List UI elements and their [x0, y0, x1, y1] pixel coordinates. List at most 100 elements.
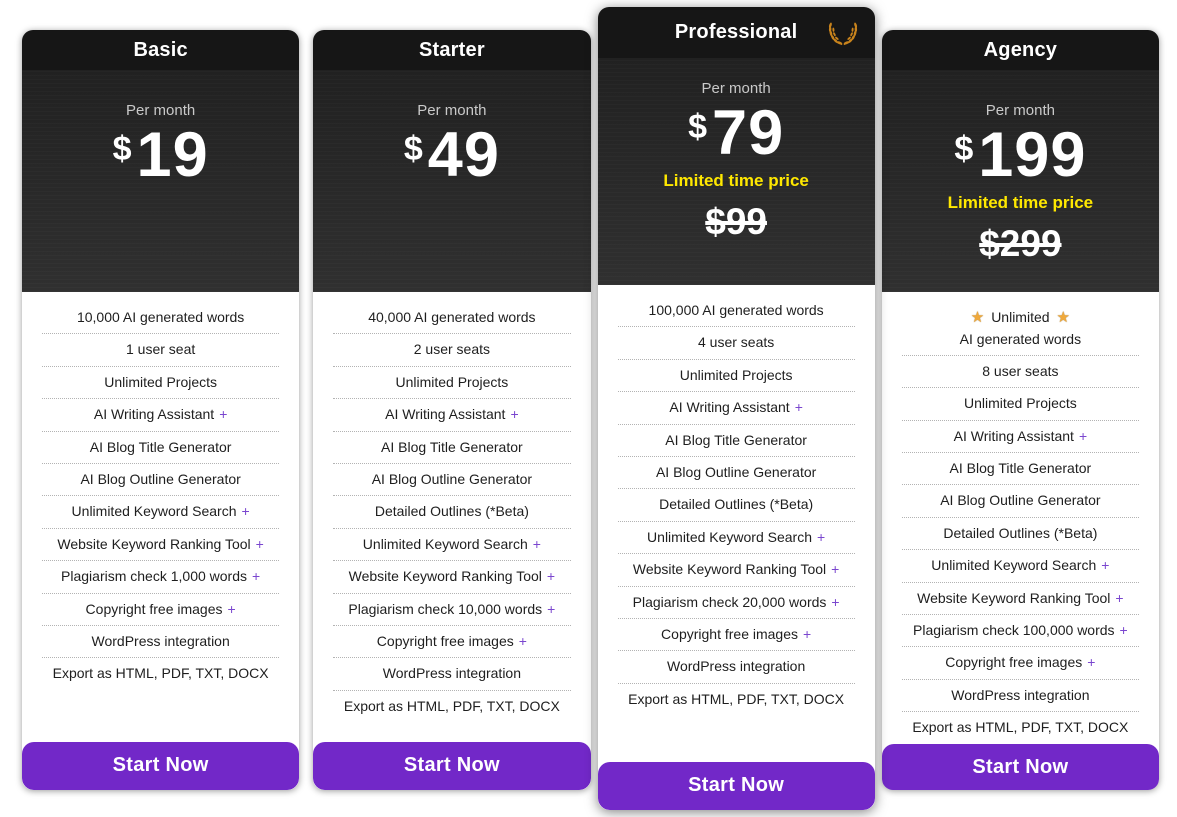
feature-item: Plagiarism check 20,000 words +: [617, 587, 855, 619]
price: $199: [882, 119, 1159, 191]
feature-text: Unlimited Projects: [395, 373, 509, 390]
feature-item: 40,000 AI generated words: [333, 302, 571, 335]
feature-text: 4 user seats: [697, 334, 775, 351]
feature-text: Copyright free images: [661, 625, 798, 642]
feature-item: Plagiarism check 100,000 words +: [901, 615, 1139, 648]
plus-expand-icon[interactable]: +: [1115, 589, 1124, 606]
feature-item: AI Writing Assistant +: [901, 421, 1139, 454]
feature-text: AI Blog Outline Generator: [80, 470, 241, 487]
feature-item: 10,000 AI generated words: [42, 302, 280, 335]
plan-header: Agency: [881, 30, 1159, 70]
plus-expand-icon[interactable]: +: [219, 406, 228, 423]
plus-expand-icon[interactable]: +: [817, 528, 826, 545]
feature-item: AI Writing Assistant +: [617, 392, 855, 425]
start-now-button[interactable]: Start Now: [597, 762, 875, 810]
feature-text-line: Plagiarism check 1,000 words +: [42, 568, 279, 585]
feature-text-line: Unlimited Projects: [618, 366, 855, 383]
feature-text: Export as HTML, PDF, TXT, DOCX: [343, 697, 560, 714]
feature-list: ★ Unlimited ★ AI generated words 8 user seat…: [882, 292, 1159, 744]
price: $19: [22, 119, 299, 191]
plus-expand-icon[interactable]: +: [518, 632, 527, 649]
old-price-strikethrough: $99: [705, 201, 767, 242]
feature-text-line: Copyright free images +: [618, 625, 855, 642]
feature-text-line: Plagiarism check 100,000 words +: [902, 622, 1139, 639]
feature-item: AI Writing Assistant +: [333, 399, 571, 432]
plus-expand-icon[interactable]: +: [1101, 557, 1110, 574]
price-section: Per month $19: [22, 70, 300, 292]
plus-expand-icon[interactable]: +: [252, 568, 261, 585]
feature-text: AI Blog Title Generator: [89, 438, 232, 455]
feature-text: WordPress integration: [667, 658, 806, 675]
feature-item: AI Blog Title Generator: [617, 425, 855, 457]
start-now-button[interactable]: Start Now: [881, 743, 1159, 790]
feature-item: Export as HTML, PDF, TXT, DOCX: [902, 712, 1139, 743]
plan-name: Agency: [983, 38, 1058, 61]
plus-expand-icon[interactable]: +: [255, 535, 264, 552]
feature-text-line: Website Keyword Ranking Tool +: [902, 589, 1139, 606]
plus-expand-icon[interactable]: +: [532, 535, 541, 552]
feature-text: AI Blog Title Generator: [949, 460, 1092, 477]
feature-item: Export as HTML, PDF, TXT, DOCX: [42, 658, 279, 689]
feature-item: WordPress integration: [333, 658, 571, 691]
feature-text: Copyright free images: [945, 654, 1083, 671]
limited-time-banner: Limited time price: [882, 193, 1159, 213]
feature-text: Unlimited Projects: [679, 366, 793, 383]
plus-expand-icon[interactable]: +: [1087, 654, 1096, 671]
plus-expand-icon[interactable]: +: [227, 600, 236, 617]
pricing-card-professional: Professional: [597, 7, 875, 810]
feature-item: Copyright free images +: [333, 626, 571, 659]
feature-text-line: Detailed Outlines (*Beta): [902, 524, 1139, 541]
feature-text: 1 user seat: [125, 341, 196, 358]
feature-text: Unlimited: [991, 309, 1050, 325]
feature-list: 10,000 AI generated words 1 user seat Unli…: [22, 292, 299, 742]
feature-text: Copyright free images: [85, 600, 223, 617]
plus-expand-icon[interactable]: +: [831, 561, 840, 578]
feature-item: WordPress integration: [42, 626, 280, 659]
feature-text-line: Plagiarism check 20,000 words +: [618, 593, 855, 610]
feature-item: Website Keyword Ranking Tool +: [42, 529, 280, 562]
plus-expand-icon[interactable]: +: [831, 593, 840, 610]
plus-expand-icon[interactable]: +: [1119, 622, 1128, 639]
feature-text: Detailed Outlines (*Beta): [943, 524, 1098, 541]
feature-text-line: Website Keyword Ranking Tool +: [333, 568, 570, 585]
feature-text-line: 8 user seats: [902, 363, 1139, 379]
laurel-wreath-icon: [825, 18, 861, 47]
feature-text-line: AI Writing Assistant +: [333, 406, 570, 423]
feature-item: Plagiarism check 1,000 words +: [42, 561, 280, 594]
feature-text-line: ★ Unlimited ★: [902, 309, 1139, 327]
feature-text: WordPress integration: [91, 632, 230, 649]
feature-text-line: Unlimited Keyword Search +: [902, 558, 1139, 573]
plus-expand-icon[interactable]: +: [546, 568, 556, 585]
plus-expand-icon[interactable]: +: [803, 625, 812, 642]
feature-text: Website Keyword Ranking Tool: [632, 561, 827, 578]
price: $49: [313, 119, 590, 191]
plan-name: Professional: [674, 21, 798, 43]
plus-expand-icon[interactable]: +: [1078, 427, 1088, 444]
feature-text-line: AI Writing Assistant +: [902, 427, 1139, 444]
currency-symbol: $: [954, 130, 974, 168]
plus-expand-icon[interactable]: +: [241, 503, 250, 520]
feature-text-line: WordPress integration: [618, 659, 855, 674]
billing-period-label: Per month: [985, 102, 1055, 119]
feature-item: Detailed Outlines (*Beta): [901, 518, 1139, 551]
star-icon: ★: [1056, 309, 1070, 326]
feature-item: Detailed Outlines (*Beta): [617, 489, 855, 522]
plus-expand-icon[interactable]: +: [510, 406, 519, 423]
feature-item: WordPress integration: [901, 680, 1139, 713]
plus-expand-icon[interactable]: +: [547, 600, 556, 617]
feature-text: Plagiarism check 1,000 words: [61, 568, 248, 585]
start-now-button[interactable]: Start Now: [22, 742, 300, 790]
feature-text-line: Unlimited Projects: [333, 373, 570, 390]
feature-item: AI Blog Outline Generator: [42, 464, 280, 497]
feature-text: WordPress integration: [951, 686, 1090, 703]
start-now-button[interactable]: Start Now: [313, 742, 591, 790]
feature-text-line: Unlimited Keyword Search +: [333, 535, 570, 552]
plus-expand-icon[interactable]: +: [794, 399, 803, 416]
feature-text: 100,000 AI generated words: [648, 302, 824, 318]
feature-item: Plagiarism check 10,000 words +: [333, 594, 571, 626]
feature-item: Unlimited Keyword Search +: [617, 522, 855, 555]
plan-header: Professional: [597, 7, 875, 58]
feature-text-line: Detailed Outlines (*Beta): [333, 504, 570, 519]
feature-text: Detailed Outlines (*Beta): [659, 496, 814, 513]
feature-text-line: Website Keyword Ranking Tool +: [618, 561, 855, 578]
